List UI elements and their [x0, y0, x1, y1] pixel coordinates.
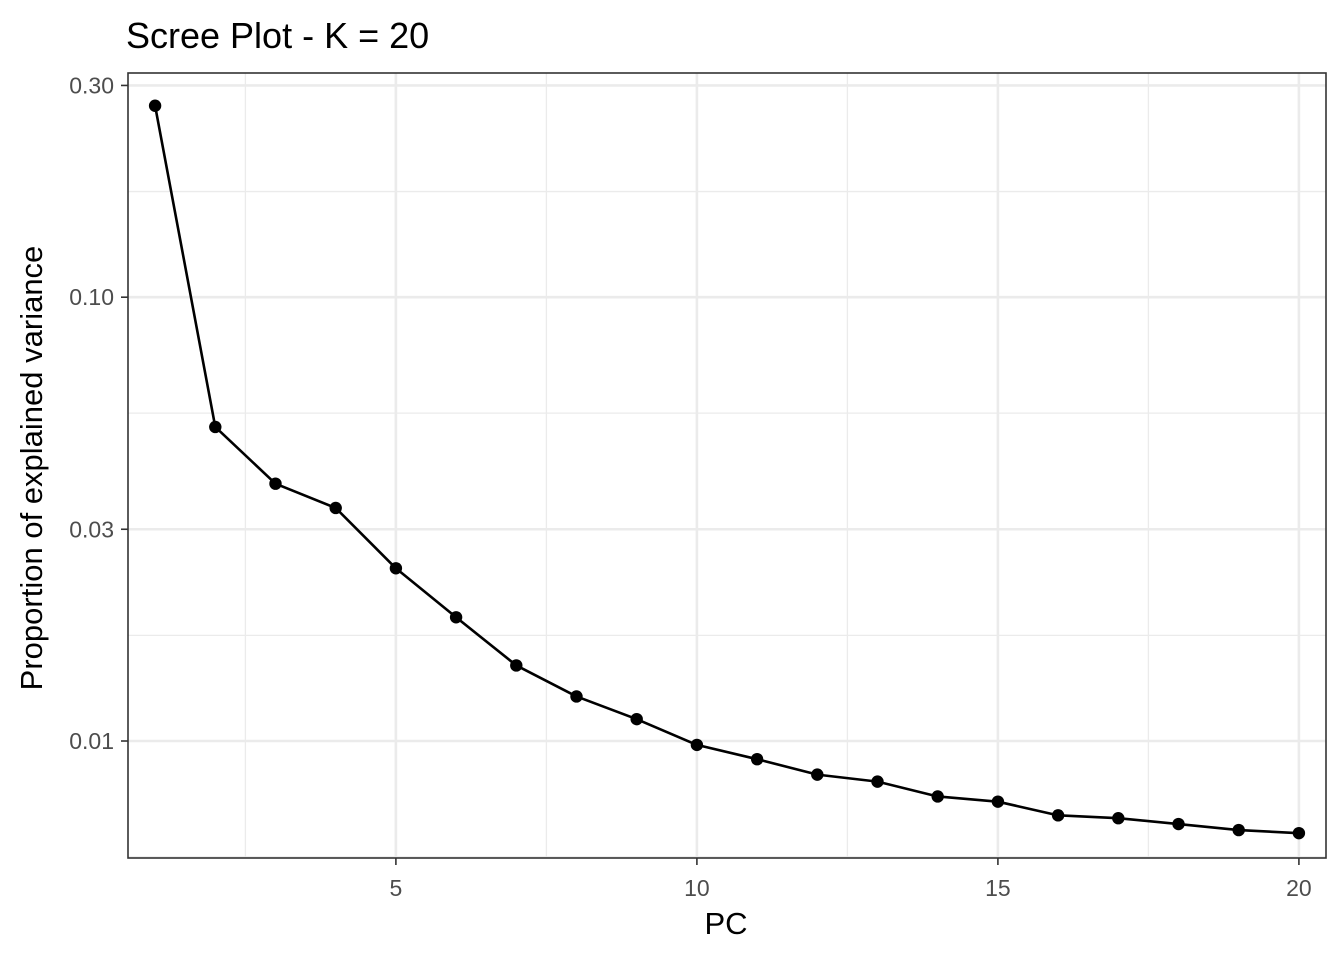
- data-point: [1051, 809, 1065, 822]
- data-point: [329, 501, 342, 515]
- y-axis: 0.01 0.03 0.10 0.30: [69, 72, 128, 754]
- x-tick-label: 15: [985, 875, 1011, 901]
- series-line-group: [153, 105, 1299, 835]
- x-axis-label: PC: [704, 906, 747, 941]
- data-point: [1232, 823, 1245, 837]
- data-point: [630, 712, 643, 726]
- panel-border: [127, 72, 1327, 859]
- data-point: [991, 795, 1005, 808]
- data-point: [931, 790, 944, 803]
- y-axis-label: Proportion of explained variance: [14, 246, 49, 691]
- data-point: [1112, 811, 1125, 825]
- y-tick-label: 0.01: [69, 728, 114, 754]
- x-tick-label: 20: [1286, 875, 1312, 901]
- x-axis: 5 10 15 20: [389, 858, 1312, 901]
- data-point: [811, 768, 824, 781]
- data-point: [510, 659, 523, 672]
- data-point: [690, 738, 704, 752]
- data-point: [1292, 826, 1306, 840]
- y-tick-label: 0.10: [69, 284, 114, 310]
- data-point: [750, 752, 764, 766]
- data-point: [570, 690, 583, 703]
- minor-gridlines: [128, 73, 1326, 858]
- x-tick-label: 5: [389, 875, 402, 901]
- data-point: [1172, 817, 1185, 831]
- y-tick-label: 0.03: [69, 516, 114, 542]
- data-point: [449, 611, 463, 624]
- series-points-group: [148, 99, 1306, 840]
- data-point: [269, 477, 282, 490]
- x-tick-label: 10: [684, 875, 710, 901]
- major-gridlines: [128, 73, 1326, 858]
- chart-title: Scree Plot - K = 20: [126, 15, 429, 56]
- data-point: [209, 420, 222, 434]
- data-point: [148, 99, 162, 112]
- series-line: [153, 105, 1299, 835]
- data-point: [389, 562, 403, 575]
- y-tick-label: 0.30: [69, 72, 114, 98]
- data-point: [871, 775, 884, 788]
